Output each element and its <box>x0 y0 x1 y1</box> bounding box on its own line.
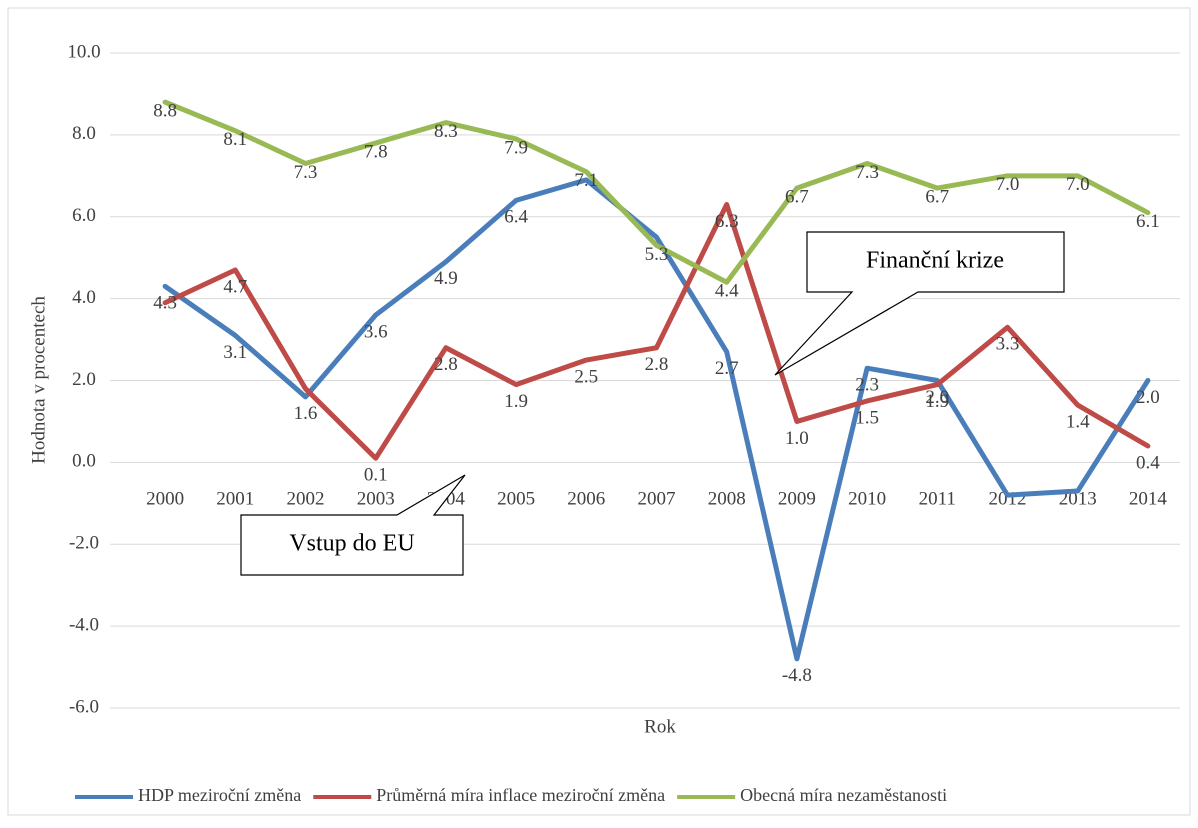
data-label: 0.1 <box>364 465 388 486</box>
x-tick-label: 2006 <box>567 489 605 510</box>
data-label: 2.3 <box>855 375 879 396</box>
data-label: 6.7 <box>785 186 809 207</box>
y-tick-label: 6.0 <box>72 205 96 226</box>
data-label: 6.4 <box>504 207 528 228</box>
data-label: 8.8 <box>153 100 177 121</box>
data-label: 7.9 <box>504 137 528 158</box>
y-tick-label: -6.0 <box>69 696 99 717</box>
x-tick-label: 2005 <box>497 489 535 510</box>
data-label: 8.3 <box>434 121 458 142</box>
x-tick-label: 2000 <box>146 489 184 510</box>
data-label: 1.4 <box>1066 411 1090 432</box>
x-tick-label: 2008 <box>708 489 746 510</box>
data-label: 4.3 <box>153 293 177 314</box>
y-tick-label: 0.0 <box>72 451 96 472</box>
x-tick-label: 2009 <box>778 489 816 510</box>
data-label: 2.8 <box>434 354 458 375</box>
y-tick-label: 4.0 <box>72 287 96 308</box>
data-label: 7.8 <box>364 141 388 162</box>
data-label: 2.7 <box>715 358 739 379</box>
x-tick-label: 2011 <box>919 489 956 510</box>
data-label: 2.8 <box>645 354 669 375</box>
data-label: 2.0 <box>925 387 949 408</box>
x-tick-label: 2007 <box>638 489 676 510</box>
x-tick-label: 2014 <box>1129 489 1168 510</box>
data-label: 1.9 <box>925 391 949 412</box>
data-label: 1.5 <box>855 407 879 428</box>
y-tick-label: 10.0 <box>67 41 100 62</box>
data-label: 1.6 <box>294 403 318 424</box>
data-label: 4.4 <box>715 281 739 302</box>
y-tick-label: 2.0 <box>72 369 96 390</box>
data-label: 7.1 <box>574 170 598 191</box>
data-label: 6.1 <box>1136 211 1160 232</box>
data-label: -4.8 <box>782 665 812 686</box>
legend-label: HDP meziroční změna <box>138 785 301 805</box>
data-label: 7.3 <box>855 162 879 183</box>
series-line <box>162 177 1151 662</box>
legend-label: Průměrná míra inflace meziroční změna <box>376 785 665 805</box>
data-label: 2.0 <box>1136 387 1160 408</box>
callout-box <box>240 474 466 576</box>
y-axis-title: Hodnota v procentech <box>28 296 49 464</box>
data-label: 0.4 <box>1136 452 1160 473</box>
data-labels: 4.3 3.1 1.6 3.6 4.9 6.4 2.7 -4.8 2.3 2.0 2.0 4.7 0.1… <box>153 100 1160 686</box>
data-label: 7.3 <box>294 162 318 183</box>
data-label: 6.7 <box>925 186 949 207</box>
callout-box <box>774 231 1065 376</box>
x-tick-label: 2001 <box>216 489 254 510</box>
data-label: 1.9 <box>504 391 528 412</box>
data-label: 4.9 <box>434 268 458 289</box>
data-label: 1.0 <box>785 428 809 449</box>
annotation: Finanční krize <box>866 248 1004 274</box>
y-tick-label: 8.0 <box>72 123 96 144</box>
legend-label: Obecná míra nezaměstanosti <box>740 785 947 805</box>
x-tick-label: 2002 <box>287 489 325 510</box>
data-label: 8.1 <box>223 129 247 150</box>
data-label: 6.3 <box>715 211 739 232</box>
data-label: 2.5 <box>574 366 598 387</box>
series-lines <box>162 99 1151 662</box>
y-tick-label: -2.0 <box>69 533 99 554</box>
data-label: 3.6 <box>364 321 388 342</box>
data-label: 7.0 <box>1066 174 1090 195</box>
data-label: 3.3 <box>996 334 1020 355</box>
series-line <box>162 99 1151 285</box>
x-tick-label: 2003 <box>357 489 395 510</box>
x-tick-label: 2010 <box>848 489 886 510</box>
annotation: Vstup do EU <box>289 531 414 557</box>
data-label: 4.7 <box>223 276 247 297</box>
data-label: 7.0 <box>996 174 1020 195</box>
x-axis-title: Rok <box>644 716 676 737</box>
data-label: 3.1 <box>223 342 247 363</box>
data-label: 5.3 <box>645 244 669 265</box>
y-tick-label: -4.0 <box>69 614 99 635</box>
series-line <box>162 201 1151 461</box>
chart-border <box>7 7 1191 816</box>
legend: HDP meziroční změna Průměrná míra inflace… <box>75 785 947 805</box>
